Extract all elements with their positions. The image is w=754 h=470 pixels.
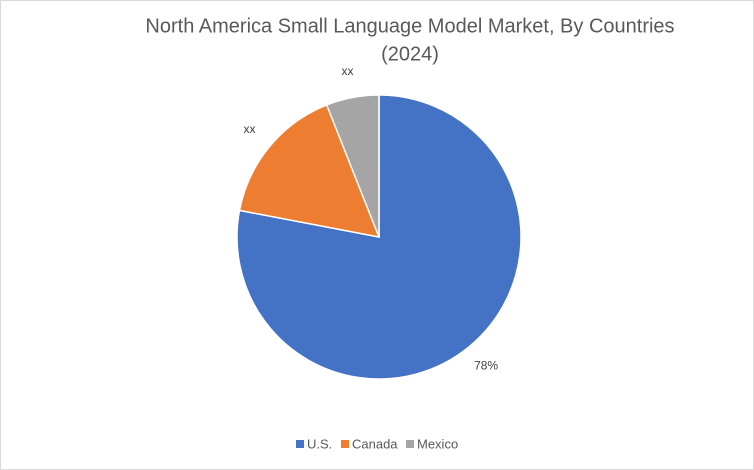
- legend-label: Mexico: [417, 436, 458, 451]
- legend-label: U.S.: [307, 436, 332, 451]
- legend-swatch: [406, 440, 414, 448]
- chart-subtitle: (2024): [381, 43, 439, 65]
- pie-slice: [325, 94, 380, 238]
- legend-swatch: [341, 440, 349, 448]
- legend-label: Canada: [352, 436, 398, 451]
- chart-title: North America Small Language Model Marke…: [145, 15, 674, 37]
- legend-swatch: [296, 440, 304, 448]
- data-label: xx: [342, 64, 354, 78]
- data-label: 78%: [474, 359, 498, 373]
- pie-slice: [238, 103, 381, 238]
- data-label: xx: [244, 122, 256, 136]
